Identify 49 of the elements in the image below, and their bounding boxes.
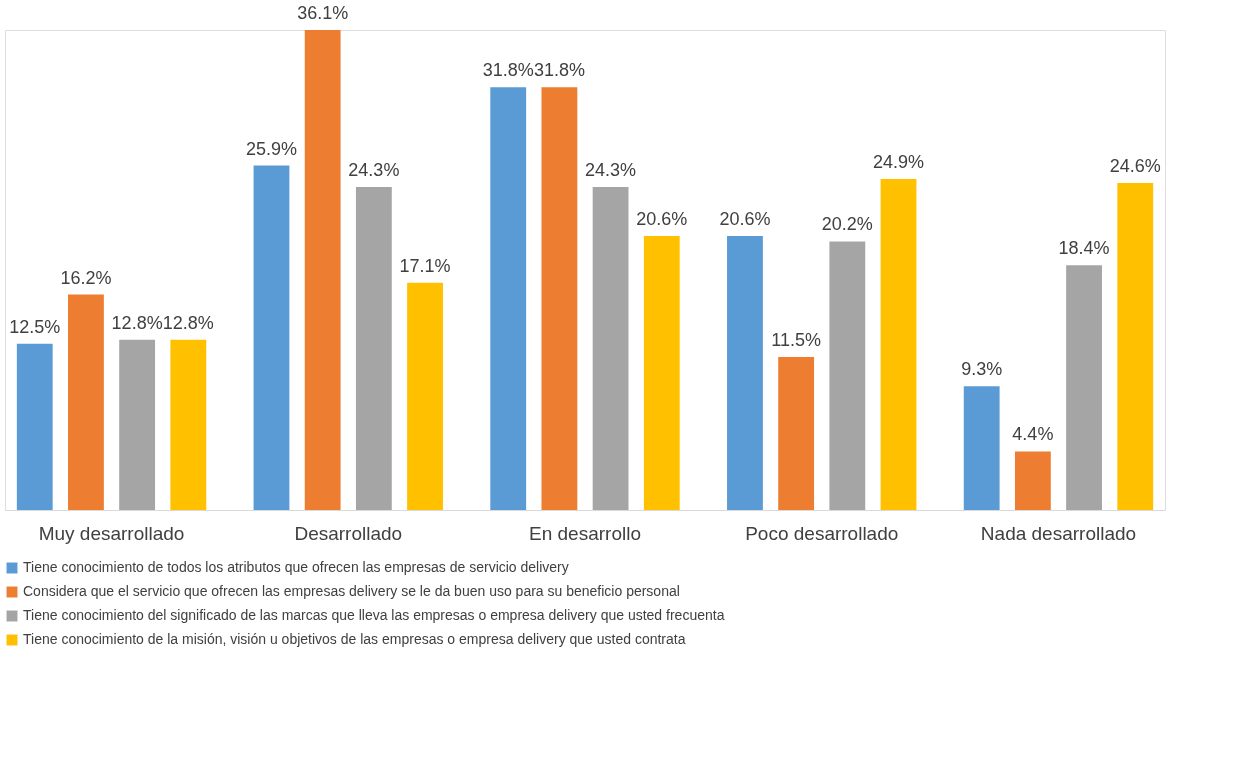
legend-label: Tiene conocimiento de la misión, visión u objetivos de las empresas o empresa delivery que usted contrata xyxy=(23,631,686,647)
x-tick-label: En desarrollo xyxy=(529,522,641,544)
legend-label: Tiene conocimiento de todos los atributos que ofrecen las empresas de servicio delivery xyxy=(23,559,569,575)
bar xyxy=(16,343,53,510)
data-label: 17.1% xyxy=(399,255,451,276)
data-label: 16.2% xyxy=(60,267,112,288)
data-label: 9.3% xyxy=(961,359,1003,380)
bar xyxy=(963,386,1000,510)
data-label: 20.6% xyxy=(719,209,771,230)
bar xyxy=(119,339,156,510)
data-label: 18.4% xyxy=(1058,238,1110,259)
bar xyxy=(407,282,443,510)
bar xyxy=(355,186,392,510)
data-label: 4.4% xyxy=(1012,424,1054,445)
bar xyxy=(490,87,527,510)
bar xyxy=(829,241,866,510)
bar xyxy=(1117,182,1154,510)
bar xyxy=(170,339,207,510)
data-label: 24.3% xyxy=(348,159,400,180)
data-label: 36.1% xyxy=(297,3,349,23)
x-tick-label: Desarrollado xyxy=(294,522,403,544)
bar xyxy=(541,87,578,510)
x-tick-label: Nada desarrollado xyxy=(980,522,1137,544)
bar xyxy=(643,236,680,510)
bar xyxy=(592,186,629,510)
data-label: 31.8% xyxy=(482,60,534,81)
bar xyxy=(1014,451,1051,510)
data-label: 12.8% xyxy=(162,312,214,333)
data-label: 12.8% xyxy=(111,312,163,333)
data-label: 20.2% xyxy=(821,214,873,235)
legend-label: Tiene conocimiento del significado de las marcas que lleva las empresas o empresa delivery que usted frecuenta xyxy=(23,607,725,623)
x-tick-label: Muy desarrollado xyxy=(38,522,185,544)
x-tick-label: Poco desarrollado xyxy=(745,522,899,544)
data-label: 25.9% xyxy=(245,138,298,159)
data-label: 11.5% xyxy=(771,330,821,351)
bar xyxy=(727,236,763,510)
bar xyxy=(304,30,341,510)
data-label: 24.9% xyxy=(872,151,925,172)
bar xyxy=(1066,265,1102,510)
data-label: 31.8% xyxy=(533,60,585,81)
data-label: 20.6% xyxy=(636,209,688,230)
legend-label: Considera que el servicio que ofrecen las empresas delivery se le da buen uso para su beneficio personal xyxy=(23,583,680,599)
bar xyxy=(68,294,104,510)
data-label: 24.6% xyxy=(1109,155,1161,176)
bar xyxy=(253,165,290,510)
bar xyxy=(778,357,815,510)
bar xyxy=(880,178,917,510)
data-label: 24.3% xyxy=(585,159,637,180)
data-label: 12.5% xyxy=(9,316,61,337)
